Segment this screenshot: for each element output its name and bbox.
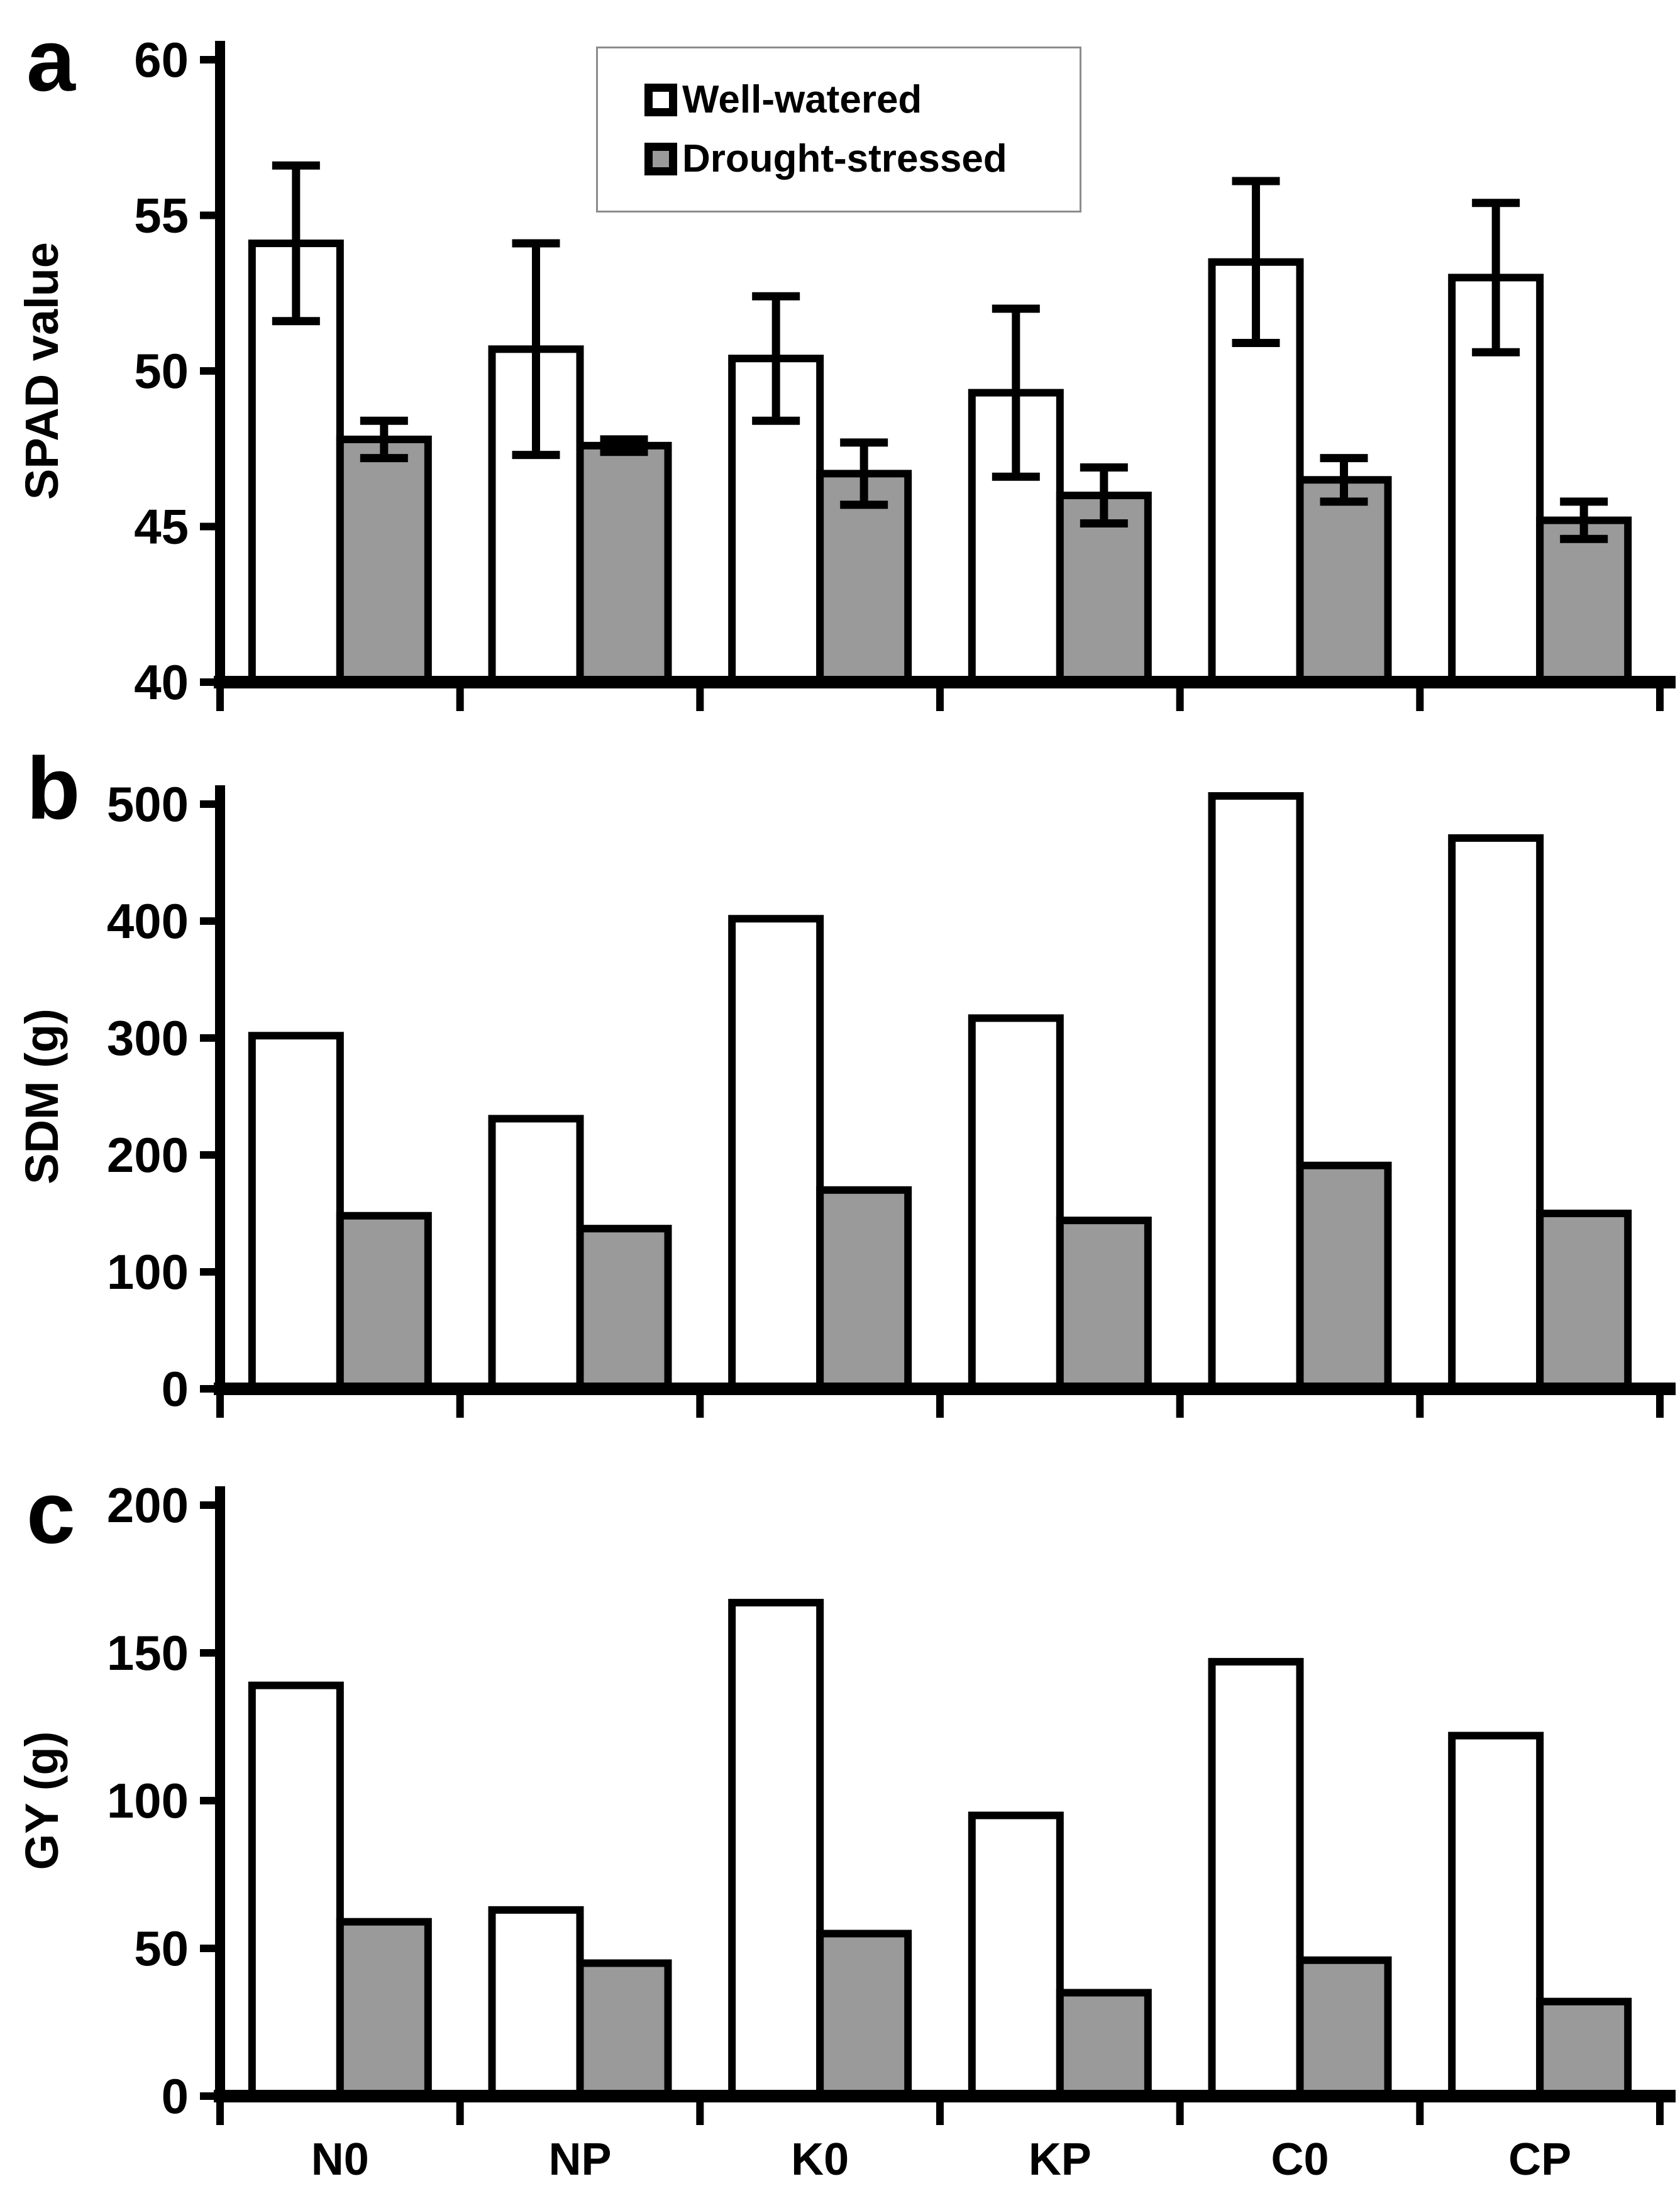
y-tick-label: 500 [107,776,189,832]
legend-item-drought-stressed: Drought-stressed [644,140,1080,179]
y-axis-label: GY (g) [16,1731,68,1870]
panel-letter-a: a [26,11,75,109]
bar-drought-stressed-K0 [816,1930,912,2100]
bar-drought-stressed-CP [1536,1210,1632,1393]
bar-drought-stressed-C0 [1296,1161,1392,1393]
panel-letter-b: b [26,739,80,837]
bar-drought-stressed-N0 [336,435,432,687]
y-tick-label: 50 [134,343,189,399]
bar-drought-stressed-NP [576,1959,672,2100]
bar-well-watered-C0 [1208,1658,1304,2101]
bar-drought-stressed-C0 [1296,476,1392,686]
bar-well-watered-K0 [728,1599,824,2101]
bar-well-watered-CP [1448,1731,1544,2101]
y-tick-label: 200 [107,1477,189,1533]
bar-drought-stressed-N0 [336,1918,432,2100]
bar-drought-stressed-KP [1056,1217,1152,1393]
chart-c-svg: 0 50 100 150 200 GY (g) N0 NP K0 KP C0 CP [16,1477,1676,2185]
panel-b: 0 100 200 300 400 500 SDM (g) b [0,732,1680,1467]
bar-well-watered-NP [488,1906,584,2101]
bar-well-watered-K0 [728,915,824,1393]
legend-item-well-watered: Well-watered [644,80,1080,119]
legend-label-drought-stressed: Drought-stressed [682,137,1007,180]
bar-well-watered-NP [488,1115,584,1393]
bar-drought-stressed-KP [1056,1989,1152,2100]
bar-drought-stressed-CP [1536,516,1632,686]
y-tick-label: 40 [134,654,189,710]
chart-b-svg: 0 100 200 300 400 500 SDM (g) [16,776,1676,1418]
bar-drought-stressed-NP [576,1225,672,1393]
panel-letter-c: c [26,1463,75,1562]
bar-well-watered-N0 [248,1681,344,2100]
bar-well-watered-KP [968,1811,1064,2100]
white-square-icon [644,84,677,116]
chart-a-svg: 40 45 50 55 60 SPAD value [16,32,1676,711]
y-tick-label: 55 [134,188,189,243]
y-tick-label: 400 [107,893,189,949]
bar-drought-stressed-K0 [816,1186,912,1393]
y-axis-label: SDM (g) [16,1008,68,1184]
bar-drought-stressed-N0 [336,1212,432,1393]
panel-c: 0 50 100 150 200 GY (g) N0 NP K0 KP C0 CP c [0,1467,1680,2203]
y-tick-label: 100 [107,1244,189,1300]
bar-drought-stressed-C0 [1296,1956,1392,2100]
bar-well-watered-C0 [1208,792,1304,1393]
bar-well-watered-N0 [248,1032,344,1393]
y-tick-label: 300 [107,1010,189,1066]
category-label-CP: CP [1508,2134,1571,2185]
bar-well-watered-CP [1448,834,1544,1393]
panel-a: 40 45 50 55 60 SPAD value a Well-watered Drou… [0,0,1680,732]
y-tick-label: 200 [107,1127,189,1183]
bar-drought-stressed-CP [1536,1997,1632,2100]
legend: Well-watered Drought-stressed [596,47,1081,213]
category-label-KP: KP [1029,2134,1091,2185]
bar-well-watered-KP [968,1014,1064,1393]
y-tick-label: 150 [107,1625,189,1681]
bar-drought-stressed-NP [576,441,672,686]
y-tick-label: 100 [107,1773,189,1828]
y-tick-label: 50 [134,1921,189,1976]
category-label-C0: C0 [1271,2134,1329,2185]
category-label-N0: N0 [311,2134,369,2185]
legend-label-well-watered: Well-watered [682,78,922,121]
y-tick-label: 0 [162,2068,189,2124]
y-tick-label: 45 [134,499,189,555]
category-label-K0: K0 [791,2134,849,2185]
gray-square-icon [644,143,677,175]
y-axis-label: SPAD value [16,242,68,500]
category-label-NP: NP [548,2134,611,2185]
y-tick-label: 60 [134,32,189,87]
y-tick-label: 0 [162,1361,189,1416]
